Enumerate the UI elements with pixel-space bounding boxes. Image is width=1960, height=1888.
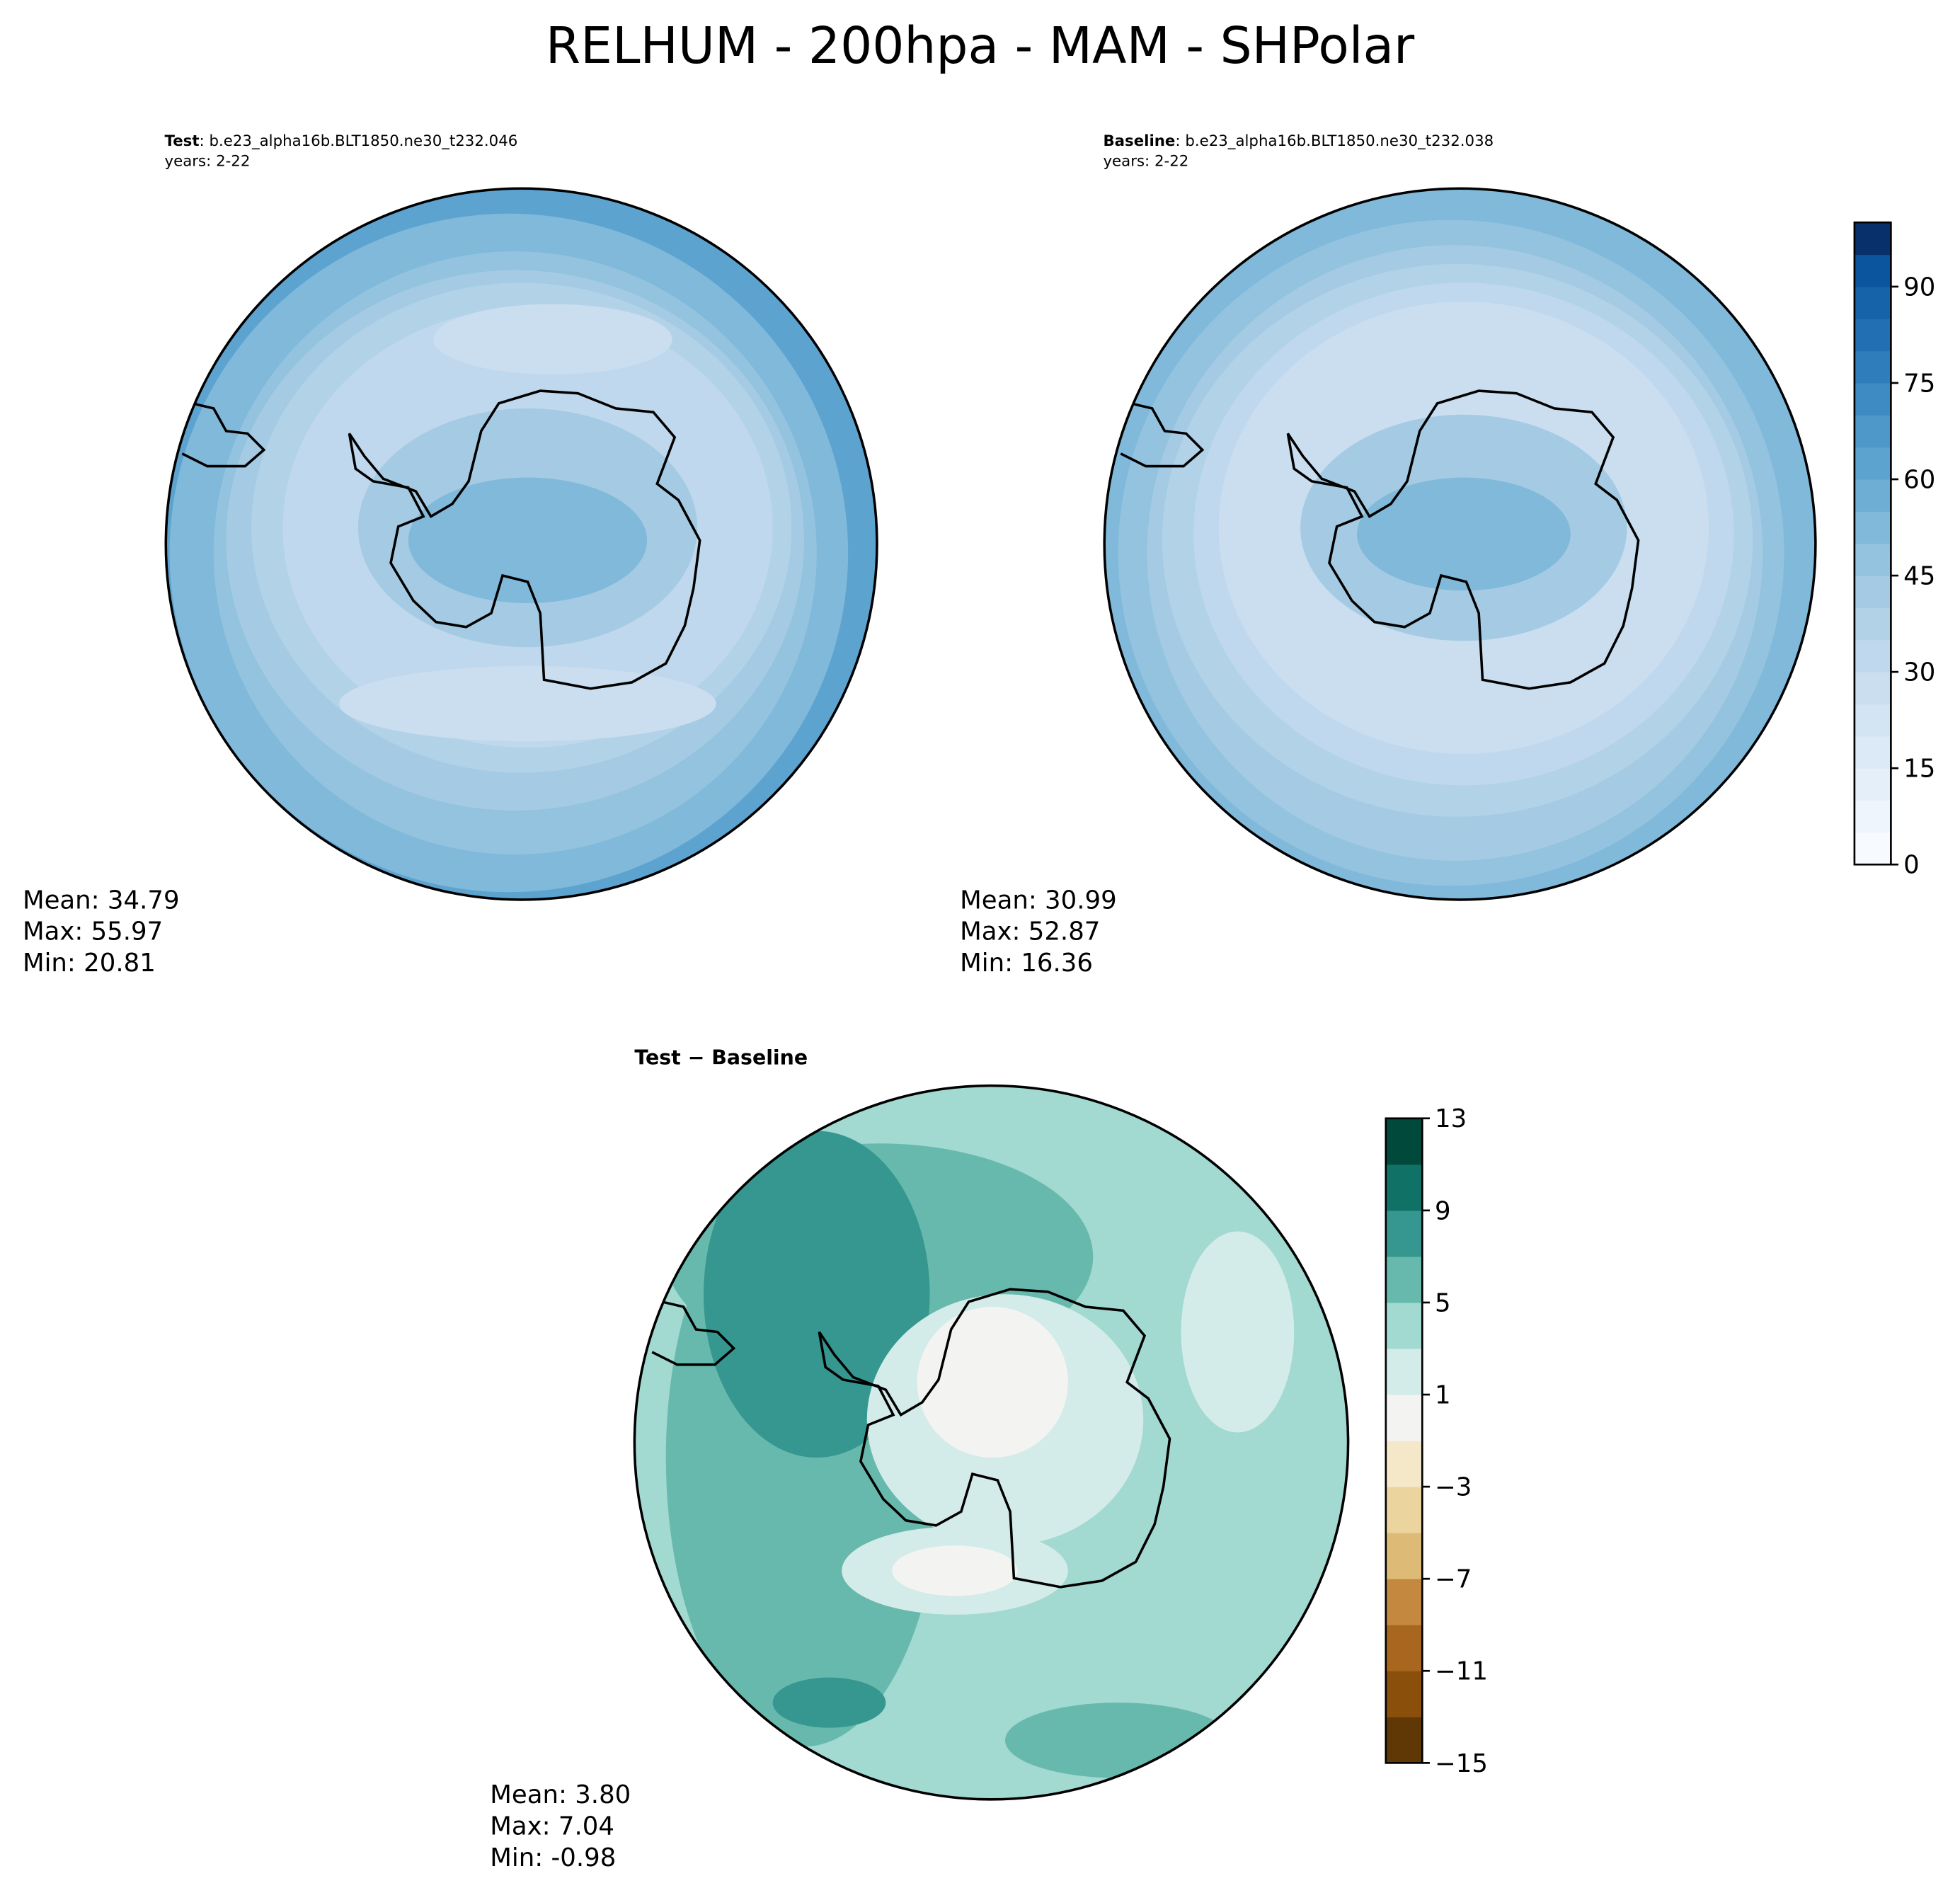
colorbar-tick-label: 1 bbox=[1435, 1380, 1451, 1409]
colorbar-tick-label: 13 bbox=[1435, 1104, 1467, 1133]
colorbar-band bbox=[1854, 639, 1891, 673]
colorbar-band bbox=[1385, 1256, 1423, 1303]
stat: Min: 16.36 bbox=[960, 949, 1093, 978]
panel-label: Test − Baseline bbox=[634, 1046, 808, 1069]
panel-name: Test bbox=[165, 132, 200, 150]
colorbar-band bbox=[1854, 479, 1891, 512]
colorbar-band bbox=[1385, 1118, 1423, 1165]
stat: Max: 55.97 bbox=[23, 917, 163, 946]
colorbar-tick-label: 9 bbox=[1435, 1196, 1451, 1225]
stat: Mean: 34.79 bbox=[23, 886, 180, 915]
colorbar-band bbox=[1385, 1302, 1423, 1349]
stat: Mean: 3.80 bbox=[490, 1780, 631, 1809]
colorbar-band bbox=[1854, 736, 1891, 769]
colorbar-frame bbox=[1853, 221, 1892, 866]
colorbar-tick-label: −7 bbox=[1435, 1565, 1472, 1594]
panel-case: : b.e23_alpha16b.BLT1850.ne30_t232.046 bbox=[200, 132, 518, 150]
panel-name: Baseline bbox=[1103, 132, 1175, 150]
colorbar-band bbox=[1854, 319, 1891, 352]
colorbar-band bbox=[1385, 1441, 1423, 1487]
panel-years: years: 2-22 bbox=[165, 152, 251, 170]
panel-label: Baseline: b.e23_alpha16b.BLT1850.ne30_t2… bbox=[1103, 132, 1494, 150]
colorbar-band bbox=[1854, 768, 1891, 801]
colorbar-band bbox=[1385, 1164, 1423, 1211]
colorbar-tick-label: 5 bbox=[1435, 1288, 1451, 1317]
stat: Min: -0.98 bbox=[490, 1843, 616, 1872]
colorbar-tick-label: −11 bbox=[1435, 1657, 1488, 1686]
colorbar-band bbox=[1854, 382, 1891, 416]
map-boundary bbox=[633, 1084, 1350, 1801]
map-boundary bbox=[1103, 187, 1817, 901]
stat: Min: 20.81 bbox=[23, 949, 156, 978]
colorbar-frame bbox=[1385, 1117, 1423, 1764]
colorbar-band bbox=[1854, 576, 1891, 608]
panel-years: years: 2-22 bbox=[1103, 152, 1188, 170]
colorbar-tick-label: 90 bbox=[1903, 273, 1935, 302]
colorbar-band bbox=[1854, 447, 1891, 480]
colorbar-tick-label: 30 bbox=[1903, 658, 1935, 687]
colorbar-band bbox=[1854, 704, 1891, 737]
colorbar-tick-label: 45 bbox=[1903, 561, 1935, 590]
colorbar-band bbox=[1385, 1533, 1423, 1579]
colorbar-tick-label: 15 bbox=[1903, 755, 1935, 784]
map bbox=[166, 188, 877, 900]
colorbar-band bbox=[1854, 543, 1891, 576]
map-boundary bbox=[164, 187, 878, 901]
stat: Max: 7.04 bbox=[490, 1812, 614, 1841]
colorbar-band bbox=[1385, 1210, 1423, 1257]
stat: Mean: 30.99 bbox=[960, 886, 1117, 915]
panel-case: : b.e23_alpha16b.BLT1850.ne30_t232.038 bbox=[1175, 132, 1494, 150]
colorbar-tick-label: −3 bbox=[1435, 1473, 1472, 1502]
colorbar-band bbox=[1854, 254, 1891, 287]
colorbar-tick-label: 75 bbox=[1903, 369, 1935, 398]
figure-title: RELHUM - 200hpa - MAM - SHPolar bbox=[546, 16, 1415, 75]
colorbar-band bbox=[1854, 222, 1891, 256]
colorbar-band bbox=[1385, 1717, 1423, 1763]
colorbar-tick-label: 0 bbox=[1903, 851, 1920, 880]
colorbar-tick-label: 60 bbox=[1903, 465, 1935, 494]
colorbar-band bbox=[1854, 286, 1891, 319]
colorbar-band bbox=[1854, 672, 1891, 705]
map bbox=[634, 1085, 1348, 1800]
colorbar-band bbox=[1854, 832, 1891, 865]
colorbar-tick-label: −15 bbox=[1435, 1749, 1488, 1778]
colorbar-band bbox=[1385, 1671, 1423, 1717]
colorbar-band bbox=[1854, 350, 1891, 384]
map bbox=[1104, 188, 1816, 900]
colorbar-band bbox=[1854, 415, 1891, 448]
colorbar-band bbox=[1385, 1487, 1423, 1533]
colorbar-band bbox=[1385, 1625, 1423, 1671]
colorbar-band bbox=[1854, 511, 1891, 544]
colorbar-band bbox=[1385, 1348, 1423, 1395]
colorbar-band bbox=[1854, 800, 1891, 833]
stat: Max: 52.87 bbox=[960, 917, 1100, 946]
colorbar-band bbox=[1385, 1395, 1423, 1441]
colorbar-band bbox=[1385, 1579, 1423, 1625]
colorbar-band bbox=[1854, 607, 1891, 641]
panel-label: Test: b.e23_alpha16b.BLT1850.ne30_t232.0… bbox=[165, 132, 518, 150]
